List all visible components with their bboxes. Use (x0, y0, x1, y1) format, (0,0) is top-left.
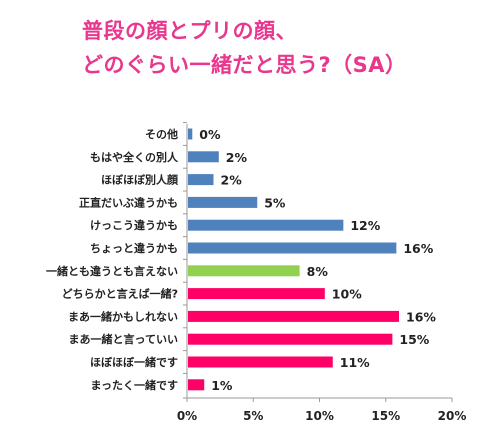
bar-value-label: 0% (199, 127, 221, 142)
bar (188, 288, 325, 300)
bar-value-label: 16% (406, 309, 436, 324)
bar (188, 151, 219, 163)
x-tick-label: 15% (371, 409, 400, 423)
category-label: 正直だいぶ違うかも (79, 195, 178, 209)
category-label: まあ一緒かもしれない (68, 309, 178, 323)
category-label: けっこう違うかも (90, 218, 178, 232)
bar (188, 128, 193, 140)
x-tick-label: 20% (438, 409, 467, 423)
category-label: もはや全くの別人 (90, 150, 179, 164)
chart-title-line-1: 普段の顔とプリの顔、 (82, 19, 297, 43)
bar-value-label: 2% (226, 150, 248, 165)
category-label: 一緒とも違うとも言えない (46, 264, 178, 278)
bar (188, 310, 399, 322)
bar (188, 196, 258, 208)
chart-title-line-2: どのぐらい一緒だと思う?（SA） (82, 53, 407, 77)
bar (188, 379, 205, 391)
bar-value-label: 11% (340, 355, 370, 370)
bar (188, 333, 393, 345)
chart-title: 普段の顔とプリの顔、 どのぐらい一緒だと思う?（SA） (82, 14, 472, 82)
bar-value-label: 1% (211, 378, 233, 393)
bar-value-label: 16% (403, 241, 433, 256)
bar-value-label: 10% (332, 287, 362, 302)
bar-value-label: 15% (399, 332, 429, 347)
bar-value-label: 12% (350, 218, 380, 233)
category-label: まったく一緒です (90, 378, 178, 392)
x-tick-label: 5% (243, 409, 263, 423)
x-tick-label: 0% (177, 409, 197, 423)
bar (188, 242, 397, 254)
x-tick-label: 10% (305, 409, 334, 423)
category-label: その他 (145, 127, 178, 141)
bar-value-label: 8% (307, 264, 329, 279)
bar (188, 219, 344, 231)
category-label: まあ一緒と言っていい (69, 332, 178, 346)
category-label: ほぼほぼ別人顔 (101, 173, 179, 187)
category-label: ちょっと違うかも (90, 241, 178, 255)
category-label: ほぼほぼ一緒です (90, 355, 178, 369)
bar-value-label: 5% (264, 195, 286, 210)
bar (188, 356, 333, 368)
bar-value-label: 2% (221, 173, 243, 188)
bar (188, 174, 214, 186)
category-label: どちらかと言えば一緒? (62, 287, 178, 301)
bar (188, 265, 300, 277)
